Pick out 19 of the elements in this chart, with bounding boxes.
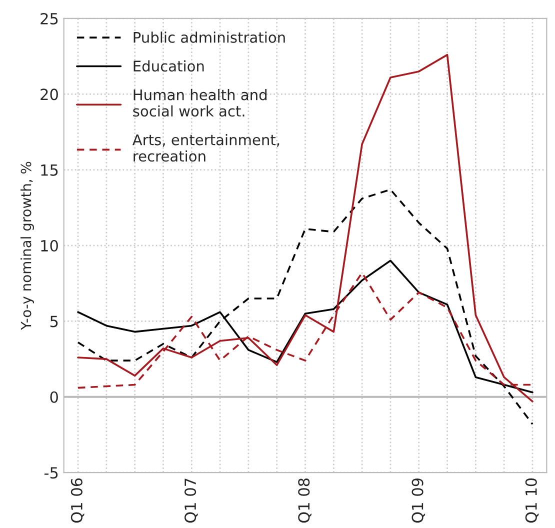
x-tick-label: Q1 10 (525, 478, 539, 523)
line-series (77, 188, 534, 426)
y-tick-label: -5 (44, 467, 58, 479)
legend-label: Education (134, 60, 204, 72)
x-tick-label: Q1 07 (184, 478, 198, 523)
y-tick-label: 15 (41, 164, 58, 176)
y-tick-label: 0 (50, 391, 58, 403)
line-series (77, 54, 534, 402)
legend-label: Public administration (134, 32, 285, 43)
y-tick-label: 10 (41, 240, 58, 252)
y-tick-label: 20 (40, 88, 58, 100)
y-tick-label: 25 (40, 12, 58, 24)
y-tick-label: 5 (50, 316, 58, 328)
legend-label: Arts, entertainment, recreation (132, 134, 280, 162)
x-tick-label: Q1 08 (298, 478, 312, 523)
x-tick-label: Q1 09 (412, 478, 426, 523)
legend-label: Human health and social work act. (133, 89, 267, 117)
x-tick-label: Q1 06 (70, 478, 84, 523)
y-axis-title: Y-o-y nominal growth, % (20, 162, 34, 330)
